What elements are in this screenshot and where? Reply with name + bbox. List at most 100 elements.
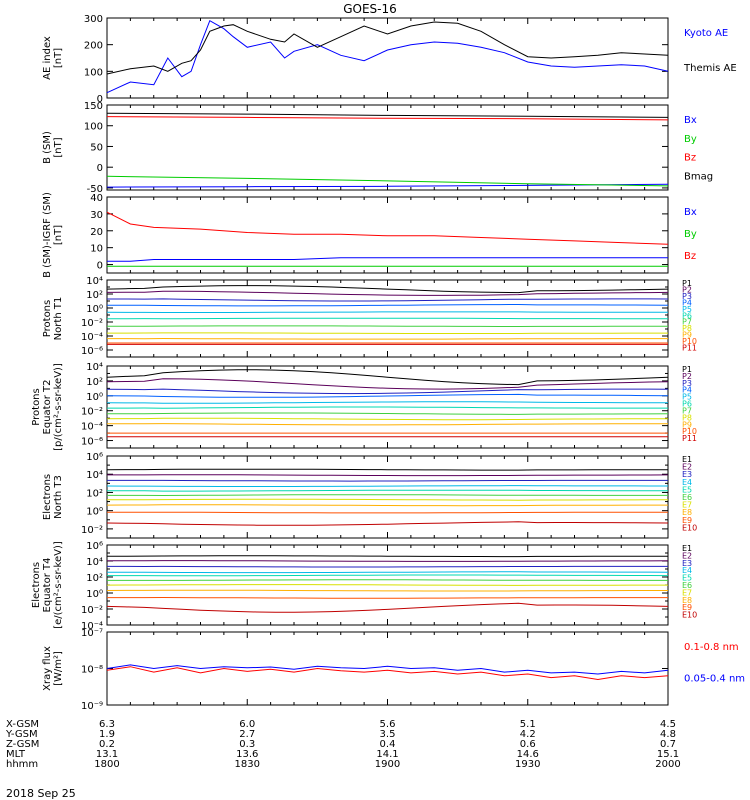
orbit-value: 1830 [235,759,260,770]
y-tick-label: 10⁰ [86,589,103,600]
channel-line-e2 [107,474,669,477]
legend-entry: E1 [682,455,692,464]
channel-line-e6 [107,579,668,581]
channel-line-p5 [106,311,668,313]
y-axis-label: ProtonsNorth T1 [42,297,64,341]
channel-line-e1 [106,468,668,471]
series-line-bz [106,116,669,121]
panel-frame [106,196,669,274]
legend-entry: P2 [682,285,692,294]
legend-entry: P9 [682,331,692,340]
y-axis-label: Xray flux[W/m²] [42,646,64,691]
series-line-kyoto-ae [106,19,669,94]
y-tick-label: 10⁻⁴ [81,621,103,632]
legend-entry: P11 [682,344,697,353]
channel-line-e1 [107,555,668,558]
legend-entry: E9 [682,603,692,612]
channel-line-p7 [106,412,669,415]
y-axis-label: B (SM)[nT] [42,131,64,164]
legend-entry: P3 [682,379,692,388]
plot-title: GOES-16 [343,2,397,16]
legend-entry: P5 [682,305,692,314]
y-axis-label: ElectronsNorth T3 [42,474,64,520]
y-tick-label: 10⁶ [86,541,103,552]
channel-line-p4 [106,393,669,398]
panel-ee: 10⁶ 10⁴ 10² 10⁰ 10⁻² 10⁻⁴ ElectronsEquator T4[… [31,541,697,632]
channel-line-e4 [107,571,669,574]
channel-line-e9 [107,511,668,514]
legend: Bx By Bz Bmag [684,115,713,182]
legend-entry: E6 [682,581,692,590]
y-tick-label: 10⁻² [81,605,103,616]
channel-line-e7 [106,584,668,586]
orbit-value: 0.7 [660,739,676,750]
y-tick-label: 200 [84,41,103,52]
legend-entry: E3 [682,470,692,479]
legend-entry: E8 [682,596,692,605]
orbit-value: 4.2 [520,729,536,740]
y-tick-label: 10⁰ [86,392,103,403]
date-label: 2018 Sep 25 [6,787,76,800]
orbit-value: 1900 [375,759,400,770]
series-line-by [106,175,669,187]
orbit-row-label: hhmm [6,759,38,770]
y-tick-label: 0 [97,261,103,272]
channel-line-p7 [107,325,669,327]
y-tick-label: 30 [90,210,103,221]
legend-entry: P1 [682,279,692,288]
orbit-row-label: Y-GSM [5,729,38,740]
y-tick-label: 10² [86,290,103,301]
legend-entry: E2 [682,551,692,560]
y-tick-label: 0 [97,94,103,105]
orbit-value: 5.1 [520,719,536,730]
orbit-value: 1800 [94,759,119,770]
legend-entry: 0.05-0.4 nm [684,674,745,685]
orbit-value: 0.2 [99,739,115,750]
channel-line-p9 [107,423,668,426]
legend-entry: P6 [682,311,692,320]
series-line-bz [106,211,669,245]
y-tick-label: 10⁻⁹ [81,701,103,712]
legend-entry: P8 [682,413,692,422]
channel-line-e8 [106,589,668,592]
orbit-row-label: MLT [6,749,26,760]
y-tick-label: 10⁻² [81,318,103,329]
legend-entry: Bx [684,207,697,218]
channel-line-e8 [106,504,668,507]
y-tick-label: 10⁻⁴ [81,422,103,433]
orbit-value: 1930 [515,759,540,770]
orbit-value: 14.1 [376,749,398,760]
y-tick-label: 10⁴ [86,276,103,287]
y-axis-label: B (SM)-IGRF (SM)[nT] [42,192,64,278]
orbit-value: 6.0 [239,719,255,730]
panel-pn: 10⁴ 10² 10⁰ 10⁻² 10⁻⁴ 10⁻⁶ ProtonsNorth T1 P1P2… [42,276,697,358]
legend-entry: E10 [682,611,697,620]
legend-entry: Bx [684,115,697,126]
channel-line-p2 [106,378,669,390]
panel-b: -50 0 50 100 150 B (SM)[nT] Bx By Bz Bmag [42,101,713,195]
channel-line-e6 [107,494,668,497]
orbit-value: 5.6 [380,719,396,730]
legend-entry: P8 [682,324,692,333]
y-tick-label: 10⁻⁸ [81,665,103,676]
y-tick-label: 10⁴ [86,470,103,481]
legend-entry: E4 [682,478,692,487]
orbit-value: 13.1 [96,749,118,760]
legend-entry: P7 [682,318,692,327]
legend-entry: Kyoto AE [684,28,728,39]
orbit-value: 6.3 [99,719,115,730]
series-line-themis-ae [106,21,669,75]
y-tick-label: 10⁰ [86,304,103,315]
channel-line-p8 [106,417,668,421]
legend: 0.1-0.8 nm 0.05-0.4 nm [684,642,745,685]
legend-entry: P10 [682,427,697,436]
channel-line-p5 [106,401,668,404]
y-tick-label: 0 [97,163,103,174]
channel-line-e9 [107,596,668,599]
